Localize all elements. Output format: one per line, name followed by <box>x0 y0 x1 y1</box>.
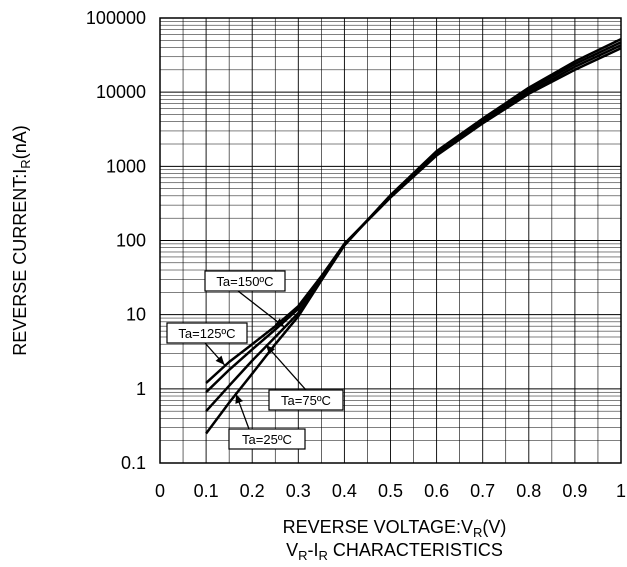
x-tick-label: 1 <box>616 481 626 501</box>
series-line-4 <box>205 37 622 435</box>
x-tick-label: 0.1 <box>194 481 219 501</box>
y-tick-label: 1000 <box>106 156 146 176</box>
x-axis-title-main: REVERSE VOLTAGE:V <box>283 517 473 537</box>
annotation-arrow-head <box>274 318 285 328</box>
x-axis-title: REVERSE VOLTAGE:VR(V) <box>283 517 507 540</box>
caption-tail: CHARACTERISTICS <box>328 540 503 560</box>
annotation-arrow-head <box>215 355 225 365</box>
annotations-group: Ta=150ºC Ta=125ºC Ta=75ºC Ta=25ºC <box>166 270 344 450</box>
annotation-box <box>268 389 344 411</box>
annotation-label: Ta=150ºC <box>216 274 273 289</box>
annotation-box <box>166 322 248 344</box>
y-tick-label: 0.1 <box>121 453 146 473</box>
y-tick-label: 100 <box>116 231 146 251</box>
x-tick-label: 0.4 <box>332 481 357 501</box>
y-axis-title-sub: R <box>18 159 33 168</box>
series-group <box>205 37 622 435</box>
caption-sub-b: R <box>318 548 327 563</box>
annotation-label: Ta=25ºC <box>242 432 292 447</box>
x-tick-labels: 0 0.1 0.2 0.3 0.4 0.5 0.6 0.7 0.8 0.9 1 <box>155 481 626 501</box>
x-axis-title-tail: (V) <box>482 517 506 537</box>
annotation-box <box>204 270 286 292</box>
y-tick-label: 1 <box>136 379 146 399</box>
y-axis-title-main: REVERSE CURRENT:I <box>10 169 30 356</box>
x-tick-label: 0.3 <box>286 481 311 501</box>
x-tick-label: 0.2 <box>240 481 265 501</box>
caption-v: V <box>286 540 298 560</box>
caption-sub-a: R <box>298 548 307 563</box>
annotation-arrow-head <box>235 394 243 404</box>
y-tick-labels: 0.1 1 10 100 1000 10000 100000 <box>86 8 146 473</box>
y-tick-label: 10 <box>126 305 146 325</box>
annotation-box <box>228 428 306 450</box>
annotation-arrow-line <box>237 290 285 328</box>
x-tick-label: 0.9 <box>562 481 587 501</box>
annotation-arrow-line <box>265 344 307 391</box>
annotation-label: Ta=75ºC <box>281 393 331 408</box>
x-tick-label: 0 <box>155 481 165 501</box>
x-tick-label: 0.5 <box>378 481 403 501</box>
annotation-label: Ta=125ºC <box>178 326 235 341</box>
caption-dash: -I <box>307 540 318 560</box>
chart-grid <box>160 18 621 463</box>
annotation-arrow-head <box>266 345 275 355</box>
chart-caption: VR-IR CHARACTERISTICS <box>286 540 503 563</box>
x-tick-label: 0.8 <box>516 481 541 501</box>
y-tick-label: 100000 <box>86 8 146 28</box>
y-tick-label: 10000 <box>96 82 146 102</box>
x-axis-title-sub: R <box>473 525 482 540</box>
y-axis-title: REVERSE CURRENT:IR(nA) <box>10 125 33 355</box>
plot-area-border <box>159 17 622 464</box>
x-tick-label: 0.6 <box>424 481 449 501</box>
x-tick-label: 0.7 <box>470 481 495 501</box>
y-axis-title-tail: (nA) <box>10 125 30 159</box>
